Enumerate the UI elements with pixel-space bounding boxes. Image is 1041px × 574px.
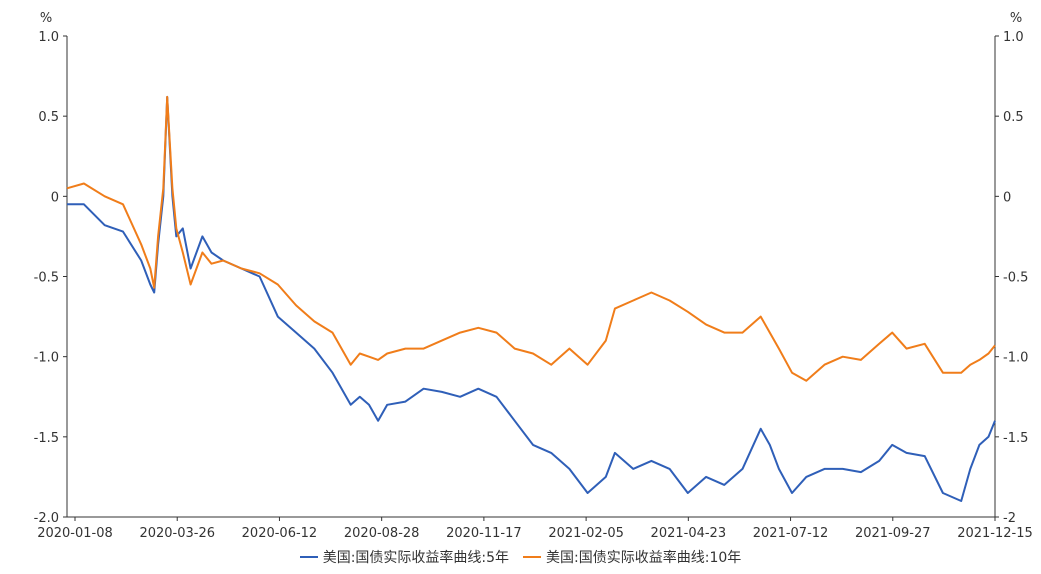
x-tick-label: 2021-04-23 <box>651 526 727 541</box>
x-tick-label: 2021-07-12 <box>753 526 829 541</box>
left-tick-label: -1.5 <box>34 431 59 446</box>
legend-swatch <box>523 556 542 558</box>
right-axis-unit: % <box>1010 11 1022 26</box>
right-tick-label: 0 <box>1003 190 1011 205</box>
left-tick-label: 0 <box>51 190 59 205</box>
series-line-5y <box>67 95 996 502</box>
legend-label: 美国:国债实际收益率曲线:10年 <box>546 550 742 566</box>
left-tick-label: -2.0 <box>34 511 59 526</box>
right-tick-label: -2 <box>1003 511 1016 526</box>
x-tick-label: 2020-01-08 <box>37 526 113 541</box>
right-tick-label: -0.5 <box>1003 271 1028 286</box>
right-tick-label: -1.0 <box>1003 351 1028 366</box>
x-tick-label: 2021-12-15 <box>957 526 1033 541</box>
left-tick-label: 0.5 <box>38 110 59 125</box>
series-layer <box>66 95 996 502</box>
right-tick-label: -1.5 <box>1003 431 1028 446</box>
x-tick-label: 2021-09-27 <box>855 526 931 541</box>
left-tick-label: -1.0 <box>34 351 59 366</box>
legend-item-10y: 美国:国债实际收益率曲线:10年 <box>523 547 741 567</box>
axes: 1.0 1.0 0.5 0.5 0 0 -0.5 -0.5 -1.0 -1.0 -1.5 -1.5 -2… <box>34 30 1033 541</box>
left-tick-label: 1.0 <box>38 30 59 45</box>
right-tick-label: 0.5 <box>1003 110 1024 125</box>
legend: 美国:国债实际收益率曲线:5年 美国:国债实际收益率曲线:10年 <box>0 546 1041 568</box>
x-tick-label: 2021-02-05 <box>548 526 624 541</box>
x-tick-label: 2020-06-12 <box>242 526 318 541</box>
left-tick-label: -0.5 <box>34 271 59 286</box>
right-tick-label: 1.0 <box>1003 30 1024 45</box>
left-axis-unit: % <box>40 11 52 26</box>
series-line-10y <box>66 95 996 382</box>
x-tick-label: 2020-11-17 <box>446 526 522 541</box>
x-tick-label: 2020-08-28 <box>344 526 420 541</box>
legend-item-5y: 美国:国债实际收益率曲线:5年 <box>299 547 510 567</box>
x-tick-label: 2020-03-26 <box>139 526 215 541</box>
legend-label: 美国:国债实际收益率曲线:5年 <box>322 550 510 566</box>
legend-swatch <box>299 556 318 558</box>
